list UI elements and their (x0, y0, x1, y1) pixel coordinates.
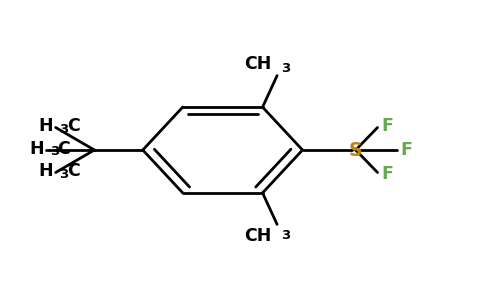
Text: F: F (401, 141, 412, 159)
Text: CH: CH (244, 227, 272, 245)
Text: 3: 3 (60, 167, 69, 181)
Text: F: F (381, 117, 393, 135)
Text: S: S (349, 140, 363, 160)
Text: 3: 3 (281, 62, 290, 75)
Text: CH: CH (244, 55, 272, 73)
Text: H: H (39, 117, 53, 135)
Text: 3: 3 (50, 145, 59, 158)
Text: H: H (29, 140, 44, 158)
Text: 3: 3 (281, 229, 290, 242)
Text: C: C (67, 117, 79, 135)
Text: C: C (57, 140, 70, 158)
Text: H: H (39, 162, 53, 180)
Text: C: C (67, 162, 79, 180)
Text: 3: 3 (60, 122, 69, 136)
Text: F: F (381, 165, 393, 183)
